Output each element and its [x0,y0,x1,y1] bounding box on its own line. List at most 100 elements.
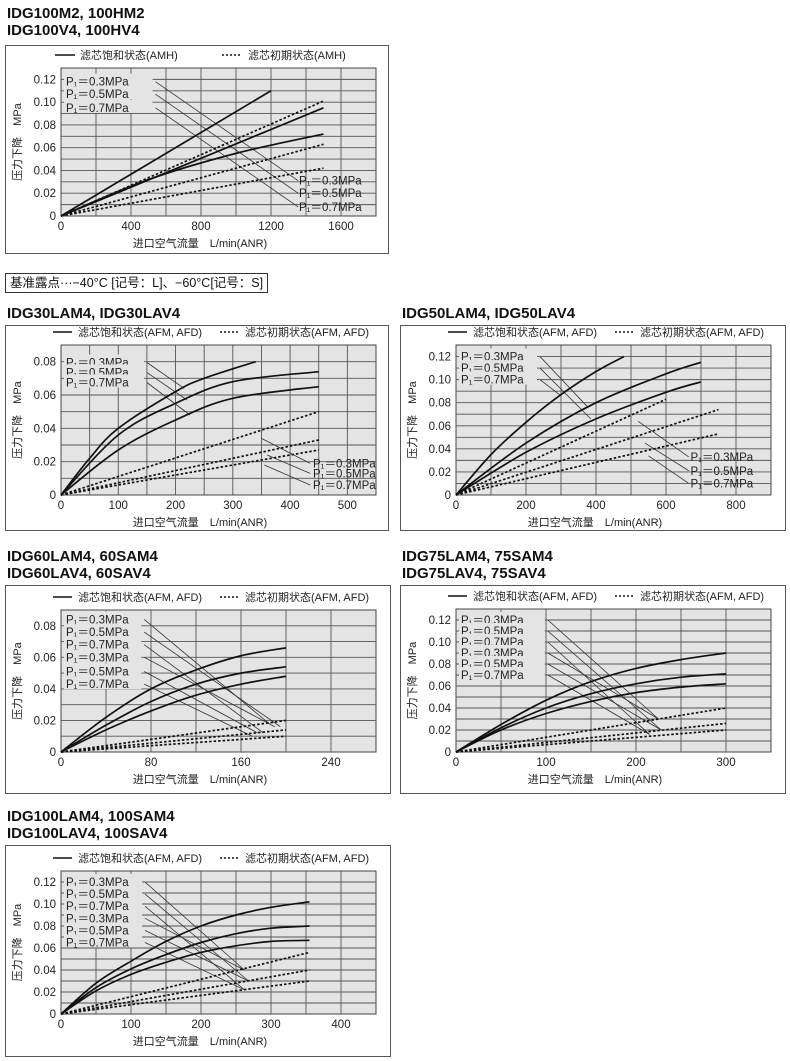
x-tick-label: 200 [166,500,185,512]
label-background [64,99,153,113]
y-tick-label: 0.02 [429,725,451,737]
pressure-label-right: P₁＝0.7MPa [313,480,376,492]
chart-title-line: IDG50LAM4, IDG50LAV4 [402,305,576,322]
legend-dashed-label: 滤芯初期状态(AFM, AFD) [245,590,369,604]
leader-line [143,619,270,724]
y-tick-label: 0.06 [429,681,451,693]
y-tick-label: 0.08 [34,621,56,633]
y-tick-label: 0 [445,747,451,759]
x-tick-label: 400 [280,500,299,512]
leader-line [264,464,311,486]
series-line-initial-5 [60,449,319,496]
x-tick-label: 800 [191,221,210,233]
leader-line [547,630,662,731]
leader-line [144,893,249,982]
series-line-saturated-2 [455,381,702,496]
x-axis-label: 进口空气流量 L/min(ANR) [528,515,662,529]
leader-line [144,930,249,982]
label-background [459,656,545,669]
pressure-label-right: P₁＝0.5MPa [313,468,376,480]
series-line-saturated-0 [60,647,287,753]
y-tick-label: 0.04 [34,684,57,696]
series-line-saturated-0 [60,900,310,1015]
leader-line [648,455,689,484]
y-tick-label: 0.06 [429,421,451,433]
pressure-label-left: P₁＝0.3MPa [66,652,129,664]
x-axis-label: 进口空气流量 L/min(ANR) [133,515,267,529]
leader-line [155,81,299,182]
x-tick-label: 1200 [258,221,284,233]
x-tick-label: 160 [231,757,250,769]
legend-dashed-label: 滤芯初期状态(AMH) [248,48,346,62]
label-background [64,364,144,378]
chart-5: 滤芯饱和状态(AFM, AFD) 滤芯初期状态(AFM, AFD) 0 100 200 3… [5,845,391,1057]
x-tick-label: 400 [586,500,605,512]
chart-4: 滤芯饱和状态(AFM, AFD) 滤芯初期状态(AFM, AFD) 0 100 200 3… [400,585,786,794]
label-background [64,636,142,650]
y-tick-label: 0 [445,490,451,502]
x-tick-label: 0 [58,221,64,233]
pressure-label-right: P₁＝0.5MPa [299,188,362,200]
chart-title: IDG75LAM4, 75SAM4 IDG75LAV4, 75SAV4 [402,548,553,582]
y-tick-label: 0.04 [429,444,452,456]
leader-line [146,382,191,416]
pressure-label-right: P₁＝0.3MPa [313,458,376,470]
legend-solid-label: 滤芯饱和状态(AFM, AFD) [473,325,597,339]
x-tick-label: 0 [58,500,64,512]
label-background [459,645,545,658]
label-background [64,886,142,900]
y-tick-label: 0.04 [34,423,57,435]
chart-title: IDG50LAM4, IDG50LAV4 [402,305,575,322]
y-tick-label: 0.12 [429,352,451,364]
x-tick-label: 0 [453,757,459,769]
series-line-saturated-1 [60,370,319,496]
y-tick-label: 0.08 [429,659,451,671]
series-line-saturated-0 [60,360,256,496]
chart-title: IDG60LAM4, 60SAM4 IDG60LAV4, 60SAV4 [7,548,158,582]
label-background [64,910,142,924]
y-tick-label: 0.08 [34,921,56,933]
x-tick-label: 300 [223,500,242,512]
label-background [459,667,545,680]
leader-line [539,379,562,397]
chart-title: IDG100M2, 100HM2 IDG100V4, 100HV4 [7,5,145,39]
label-background [64,934,142,948]
chart-title: IDG30LAM4, IDG30LAV4 [7,305,180,322]
series-line-saturated-0 [455,652,727,753]
y-tick-label: 0.06 [34,943,56,955]
pressure-label-left: P₁＝0.3MPa [66,913,129,925]
chart-title-line: IDG60LAM4, 60SAM4 [7,548,158,565]
y-tick-label: 0.06 [34,652,56,664]
label-background [64,624,142,638]
series-line-initial-5 [60,167,324,217]
pressure-label-right: P₁＝0.5MPa [691,466,754,478]
chart-0: 滤芯饱和状态(AMH) 滤芯初期状态(AMH) 0 400 800 1200 1600 0 0.… [5,45,389,254]
series-line-initial-3 [60,719,287,753]
label-background [64,611,142,625]
y-tick-label: 0.12 [34,74,56,86]
label-background [64,354,144,368]
y-tick-label: 0.02 [34,457,56,469]
pressure-label-right: P₁＝0.3MPa [691,452,754,464]
x-tick-label: 200 [626,757,645,769]
x-tick-label: 0 [58,1019,64,1031]
y-axis-label: 压力下降 MPa [405,641,419,719]
pressure-label-right: P₁＝0.7MPa [691,478,754,490]
label-background [459,634,545,647]
x-tick-label: 500 [338,500,357,512]
x-axis-label: 进口空气流量 L/min(ANR) [133,772,267,786]
y-tick-label: 0 [50,490,56,502]
y-tick-label: 0.10 [429,637,451,649]
label-background [459,348,537,362]
series-line-saturated-2 [60,675,287,753]
y-axis-label: 压力下降 MPa [10,903,24,981]
series-line-initial-4 [60,969,310,1015]
label-background [64,922,142,936]
legend-dashed-label: 滤芯初期状态(AFM, AFD) [245,851,369,865]
x-axis-label: 进口空气流量 L/min(ANR) [133,236,267,250]
x-tick-label: 400 [331,1019,350,1031]
label-background [64,73,153,87]
y-tick-label: 0.12 [429,615,451,627]
series-line-initial-5 [455,729,727,753]
series-line-saturated-1 [60,665,287,753]
